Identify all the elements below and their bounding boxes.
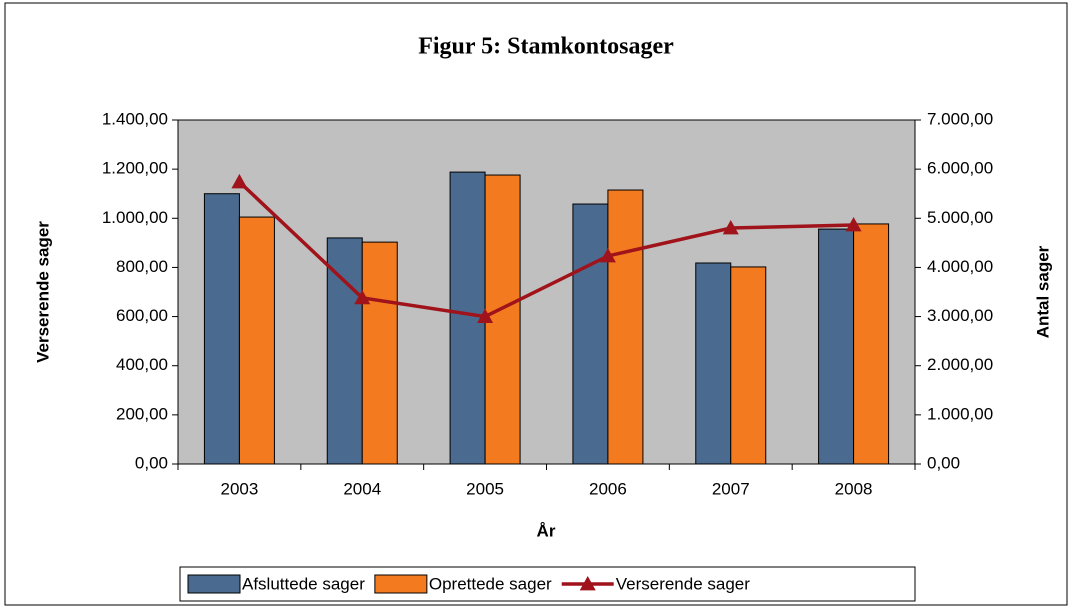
x-tick-label: 2007 (712, 479, 750, 498)
y2-tick-label: 2.000,00 (927, 355, 993, 374)
x-tick-label: 2005 (466, 479, 504, 498)
bar (695, 262, 732, 465)
bar (730, 266, 767, 465)
marker (477, 308, 494, 323)
x-tick-label: 2008 (835, 479, 873, 498)
y-axis-label: Verserende sager (33, 221, 52, 363)
legend-swatch (374, 574, 428, 594)
y2-tick-label: 1.000,00 (927, 404, 993, 423)
marker (354, 289, 371, 305)
line (238, 180, 854, 319)
x-axis-label: År (537, 521, 556, 540)
bar (203, 193, 240, 465)
plot-area (177, 119, 916, 465)
y-tick-label: 400,00 (116, 355, 168, 374)
x-tick-label: 2006 (589, 479, 627, 498)
legend-swatch (187, 574, 241, 594)
legend-box (179, 566, 916, 602)
y-tick-label: 0,00 (135, 453, 168, 472)
y2-axis-label: Antal sager (1033, 245, 1052, 338)
y-tick-label: 200,00 (116, 404, 168, 423)
marker (722, 220, 739, 235)
legend-marker (579, 576, 596, 591)
y2-tick-label: 4.000,00 (927, 257, 993, 276)
legend-label: Verserende sager (616, 574, 751, 593)
bar (818, 228, 855, 465)
y-tick-label: 1.400,00 (102, 109, 168, 128)
bar (238, 216, 275, 465)
y-tick-label: 600,00 (116, 306, 168, 325)
bar (449, 171, 486, 465)
y-tick-label: 800,00 (116, 257, 168, 276)
y-tick-label: 1.000,00 (102, 208, 168, 227)
bar (853, 223, 890, 465)
marker (599, 247, 616, 263)
y2-tick-label: 5.000,00 (927, 208, 993, 227)
x-tick-label: 2003 (221, 479, 259, 498)
y2-tick-label: 6.000,00 (927, 159, 993, 178)
chart-title: Figur 5: Stamkontosager (418, 34, 674, 60)
y2-tick-label: 3.000,00 (927, 306, 993, 325)
bar (572, 203, 609, 465)
bar (607, 189, 644, 465)
bar (361, 241, 398, 465)
x-tick-label: 2004 (343, 479, 381, 498)
y-tick-label: 1.200,00 (102, 159, 168, 178)
bar (326, 237, 363, 465)
legend-label: Afsluttede sager (242, 574, 365, 593)
marker (845, 217, 862, 232)
marker (231, 173, 248, 189)
y2-tick-label: 0,00 (927, 453, 960, 472)
y2-tick-label: 7.000,00 (927, 109, 993, 128)
legend-label: Oprettede sager (429, 574, 552, 593)
